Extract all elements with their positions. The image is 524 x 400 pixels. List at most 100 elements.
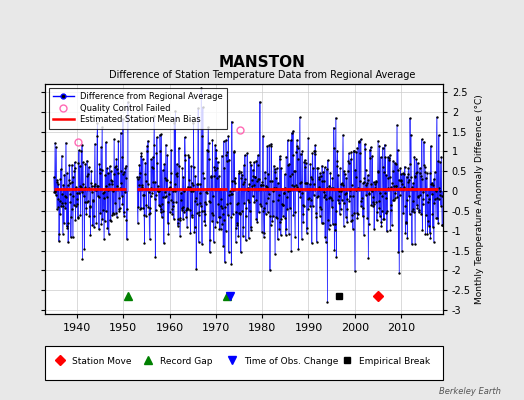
Point bbox=[340, 223, 348, 230]
Point bbox=[279, 201, 287, 208]
Point bbox=[436, 188, 445, 194]
Point bbox=[266, 267, 274, 273]
Point bbox=[137, 150, 146, 156]
Point bbox=[81, 161, 90, 168]
Point bbox=[419, 188, 428, 195]
Point bbox=[184, 176, 193, 183]
Point bbox=[305, 181, 314, 187]
Point bbox=[229, 187, 237, 194]
Point bbox=[264, 195, 272, 201]
Point bbox=[197, 85, 205, 91]
Point bbox=[214, 214, 223, 221]
Point bbox=[219, 243, 227, 249]
Point bbox=[338, 186, 346, 192]
Point bbox=[211, 142, 220, 148]
Point bbox=[386, 227, 395, 233]
Point bbox=[254, 176, 263, 182]
Point bbox=[237, 208, 246, 214]
Point bbox=[408, 184, 417, 190]
Point bbox=[354, 185, 363, 192]
Point bbox=[378, 144, 387, 151]
Point bbox=[175, 163, 183, 170]
Point bbox=[377, 219, 385, 225]
Point bbox=[104, 170, 113, 177]
Point bbox=[255, 209, 263, 216]
Point bbox=[167, 197, 176, 204]
Point bbox=[267, 140, 275, 147]
Point bbox=[57, 152, 66, 159]
Point bbox=[151, 179, 159, 186]
Point bbox=[268, 197, 277, 204]
Point bbox=[289, 152, 297, 158]
Point bbox=[272, 175, 280, 182]
Point bbox=[237, 169, 246, 175]
Point bbox=[269, 162, 278, 169]
Point bbox=[354, 139, 363, 145]
Point bbox=[181, 156, 190, 163]
Point bbox=[258, 179, 266, 186]
Point bbox=[419, 195, 427, 202]
Point bbox=[216, 196, 225, 202]
Point bbox=[152, 192, 160, 198]
Point bbox=[417, 211, 425, 217]
Point bbox=[430, 200, 439, 206]
Point bbox=[185, 154, 193, 160]
Point bbox=[101, 208, 110, 215]
Point bbox=[151, 206, 160, 213]
Point bbox=[52, 176, 61, 183]
Point bbox=[336, 206, 345, 212]
Point bbox=[293, 137, 301, 143]
Point bbox=[224, 133, 233, 139]
Point bbox=[276, 153, 284, 159]
Point bbox=[293, 183, 301, 190]
Point bbox=[418, 176, 426, 182]
Point bbox=[433, 158, 442, 164]
Point bbox=[315, 176, 323, 182]
Point bbox=[405, 176, 413, 183]
Point bbox=[289, 212, 298, 218]
Point bbox=[389, 158, 397, 164]
Point bbox=[294, 188, 303, 194]
Point bbox=[261, 169, 269, 175]
Point bbox=[171, 188, 179, 194]
Point bbox=[213, 164, 221, 171]
Point bbox=[286, 187, 294, 194]
Point bbox=[103, 225, 112, 232]
Point bbox=[135, 174, 143, 180]
Point bbox=[116, 204, 124, 211]
Point bbox=[323, 299, 332, 305]
Point bbox=[170, 120, 178, 126]
Point bbox=[145, 188, 153, 195]
Point bbox=[421, 169, 429, 175]
Point bbox=[56, 176, 64, 182]
Point bbox=[83, 198, 92, 204]
Point bbox=[280, 171, 289, 177]
Point bbox=[179, 174, 188, 180]
Point bbox=[157, 209, 165, 216]
Point bbox=[73, 190, 82, 196]
Point bbox=[187, 188, 195, 194]
Point bbox=[86, 180, 95, 186]
Point bbox=[281, 185, 290, 192]
Point bbox=[174, 216, 183, 222]
Point bbox=[325, 183, 333, 189]
Point bbox=[432, 214, 440, 221]
Point bbox=[172, 172, 181, 179]
Point bbox=[93, 120, 102, 126]
Point bbox=[64, 239, 72, 246]
Point bbox=[306, 161, 314, 167]
Point bbox=[292, 142, 301, 149]
Point bbox=[242, 237, 250, 244]
Point bbox=[316, 204, 325, 210]
Point bbox=[208, 218, 216, 225]
Point bbox=[191, 198, 199, 204]
Point bbox=[86, 232, 95, 238]
Point bbox=[414, 194, 422, 200]
Point bbox=[259, 208, 268, 215]
Point bbox=[98, 215, 106, 222]
Point bbox=[340, 199, 348, 206]
Point bbox=[204, 124, 212, 130]
Point bbox=[334, 188, 343, 194]
Point bbox=[201, 210, 209, 217]
Point bbox=[309, 165, 318, 172]
